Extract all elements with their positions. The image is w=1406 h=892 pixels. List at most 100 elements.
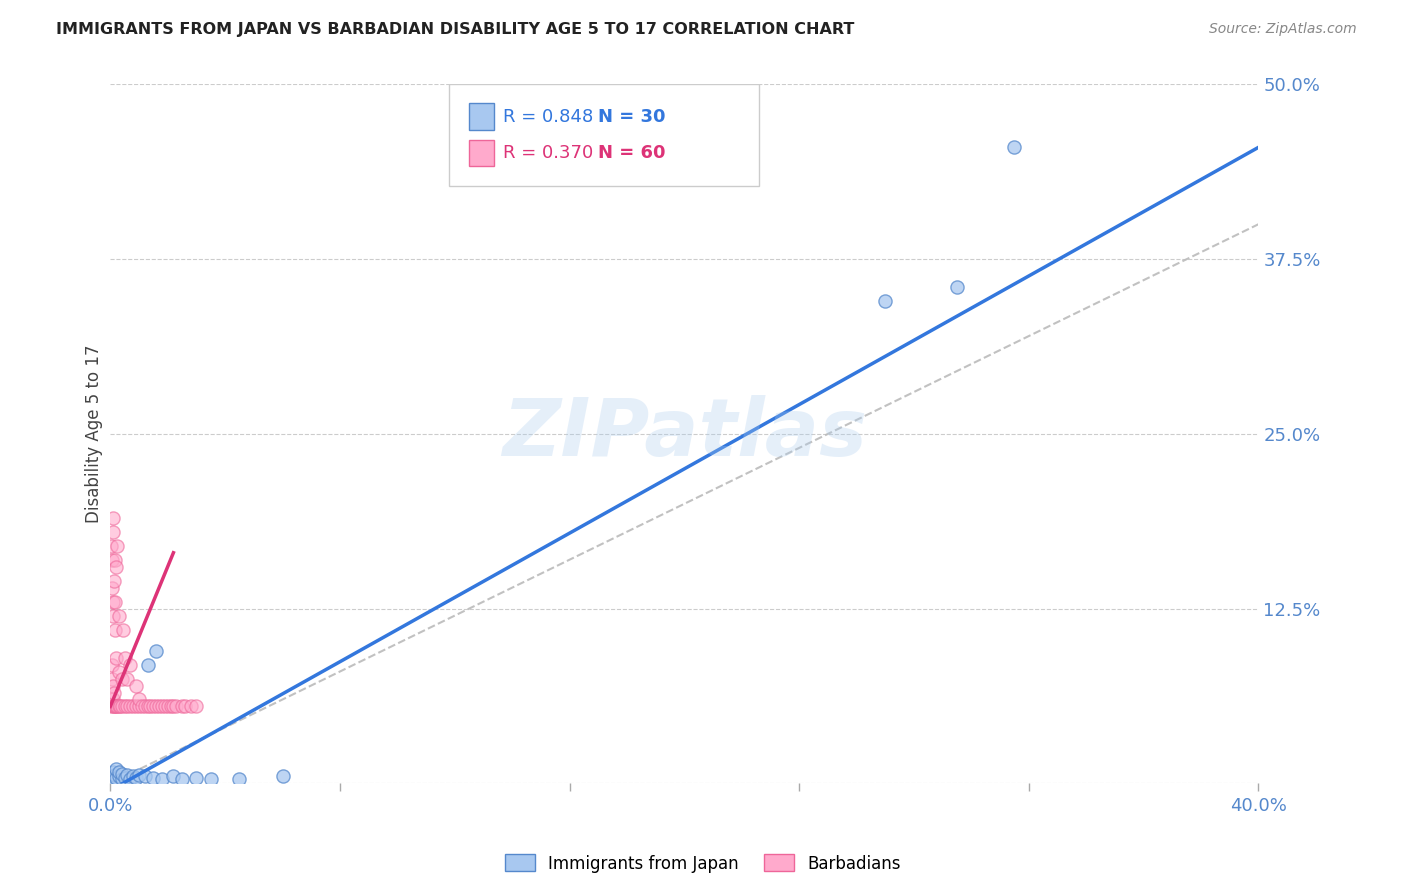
Point <box>271 769 294 783</box>
Point <box>122 769 145 783</box>
Point <box>111 772 134 787</box>
FancyBboxPatch shape <box>468 140 494 166</box>
Point <box>105 699 128 714</box>
Point <box>128 692 150 706</box>
Point <box>186 771 208 785</box>
Point <box>180 699 202 714</box>
Text: R = 0.848: R = 0.848 <box>503 108 593 126</box>
Point <box>125 699 148 714</box>
Point <box>103 699 125 714</box>
Point <box>142 699 165 714</box>
Point <box>111 766 134 780</box>
Legend: Immigrants from Japan, Barbadians: Immigrants from Japan, Barbadians <box>499 847 907 880</box>
Point <box>101 524 124 539</box>
Point <box>117 768 139 782</box>
Point <box>101 699 124 714</box>
Point <box>100 699 122 714</box>
Point <box>150 699 173 714</box>
Y-axis label: Disability Age 5 to 17: Disability Age 5 to 17 <box>86 344 103 523</box>
Point <box>134 699 156 714</box>
Point <box>100 769 122 783</box>
Point <box>108 765 131 780</box>
Point <box>103 768 125 782</box>
Point <box>117 672 139 686</box>
Point <box>108 699 131 714</box>
Point <box>101 692 124 706</box>
Text: N = 30: N = 30 <box>599 108 666 126</box>
Point <box>128 768 150 782</box>
Point <box>145 643 167 657</box>
Point <box>101 594 124 608</box>
Point <box>101 608 124 623</box>
Text: IMMIGRANTS FROM JAPAN VS BARBADIAN DISABILITY AGE 5 TO 17 CORRELATION CHART: IMMIGRANTS FROM JAPAN VS BARBADIAN DISAB… <box>56 22 855 37</box>
Point <box>145 699 167 714</box>
Point <box>103 574 125 588</box>
Point <box>120 657 142 672</box>
Point <box>105 699 128 714</box>
Point <box>122 699 145 714</box>
FancyBboxPatch shape <box>468 103 494 130</box>
Point <box>107 539 129 553</box>
Point <box>120 699 142 714</box>
Point <box>162 699 184 714</box>
Text: ZIPatlas: ZIPatlas <box>502 395 868 473</box>
Point <box>228 772 250 787</box>
Text: R = 0.370: R = 0.370 <box>503 144 593 162</box>
Point <box>101 581 124 595</box>
Point <box>105 650 128 665</box>
Point <box>108 769 131 783</box>
Point <box>139 699 162 714</box>
Point <box>114 650 136 665</box>
Point <box>108 665 131 679</box>
Point <box>165 699 187 714</box>
Point <box>104 699 127 714</box>
Point <box>174 699 197 714</box>
FancyBboxPatch shape <box>449 85 759 186</box>
Text: N = 60: N = 60 <box>599 144 666 162</box>
Point <box>117 699 139 714</box>
Point <box>100 657 122 672</box>
Point <box>110 699 132 714</box>
Point <box>100 552 122 566</box>
Point <box>101 772 124 787</box>
Point <box>101 765 124 780</box>
Point <box>108 608 131 623</box>
Point <box>162 769 184 783</box>
Point <box>100 539 122 553</box>
Point <box>875 294 897 309</box>
Point <box>159 699 181 714</box>
Point <box>114 771 136 785</box>
Point <box>200 772 222 787</box>
Point <box>105 559 128 574</box>
Point <box>111 672 134 686</box>
Point <box>170 699 193 714</box>
Point <box>946 280 969 294</box>
Point <box>104 552 127 566</box>
Point <box>156 699 179 714</box>
Point <box>101 679 124 693</box>
Point <box>148 699 170 714</box>
Point <box>131 699 153 714</box>
Point <box>136 699 159 714</box>
Point <box>150 772 173 787</box>
Point <box>114 699 136 714</box>
Point <box>120 772 142 787</box>
Point <box>105 771 128 785</box>
Point <box>134 769 156 783</box>
Point <box>105 763 128 777</box>
Point <box>112 623 135 637</box>
Point <box>186 699 208 714</box>
Point <box>103 685 125 699</box>
Point <box>104 594 127 608</box>
Point <box>103 623 125 637</box>
Point <box>101 672 124 686</box>
Point <box>128 699 150 714</box>
Point <box>1004 140 1026 154</box>
Point <box>170 772 193 787</box>
Point <box>101 510 124 524</box>
Point <box>125 771 148 785</box>
Point <box>136 657 159 672</box>
Point <box>125 679 148 693</box>
Point <box>142 771 165 785</box>
Point <box>111 699 134 714</box>
